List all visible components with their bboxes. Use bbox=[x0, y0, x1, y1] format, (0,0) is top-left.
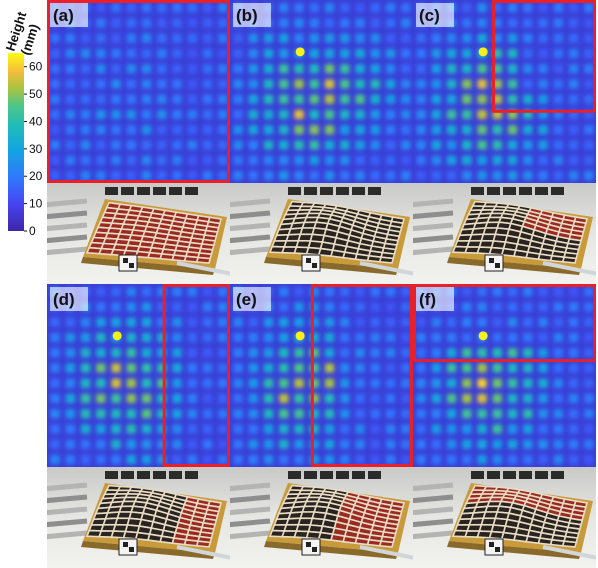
photo-f bbox=[413, 467, 596, 568]
panel-label-bg bbox=[416, 3, 454, 27]
panel-a: (a) bbox=[47, 0, 230, 284]
highlight-box-a bbox=[47, 0, 230, 183]
peak-marker bbox=[295, 47, 305, 57]
panel-label-e: (e) bbox=[236, 290, 257, 309]
photo-e bbox=[230, 467, 413, 568]
panel-label-bg bbox=[233, 3, 271, 27]
photo-c bbox=[413, 183, 596, 284]
photo-a bbox=[47, 183, 230, 284]
panel-label-bg bbox=[50, 287, 88, 311]
heatmap-a bbox=[47, 0, 230, 183]
panel-label-b: (b) bbox=[236, 6, 258, 25]
colorbar-tick-label: 50 bbox=[29, 87, 43, 101]
panel-e: (e) bbox=[230, 284, 414, 568]
peak-marker bbox=[478, 331, 488, 341]
heatmap-b bbox=[230, 0, 413, 183]
panel-label-bg bbox=[50, 3, 88, 27]
peak-marker bbox=[478, 47, 488, 57]
photo-b bbox=[230, 183, 413, 284]
panel-label-d: (d) bbox=[53, 290, 75, 309]
highlight-box-f bbox=[413, 284, 596, 363]
peak-marker bbox=[112, 331, 122, 341]
panel-label-f: (f) bbox=[419, 290, 436, 309]
peak-marker bbox=[295, 331, 305, 341]
highlight-box-c bbox=[492, 0, 596, 113]
heatmap-e bbox=[230, 284, 414, 467]
panel-label-bg bbox=[416, 287, 454, 311]
panel-label-bg bbox=[233, 287, 271, 311]
colorbar-tick-label: 30 bbox=[29, 142, 43, 156]
colorbar-tick-label: 0 bbox=[29, 224, 36, 238]
highlight-box-d bbox=[162, 284, 230, 467]
panel-label-a: (a) bbox=[53, 6, 74, 25]
colorbar-tick-label: 40 bbox=[29, 114, 43, 128]
panel-b: (b) bbox=[230, 0, 413, 284]
colorbar-tick-label: 60 bbox=[29, 60, 43, 74]
heatmap-c bbox=[413, 0, 596, 183]
panel-label-c: (c) bbox=[419, 6, 440, 25]
colorbar-tick-label: 10 bbox=[29, 197, 43, 211]
colorbar-gradient bbox=[8, 53, 24, 231]
highlight-box-e bbox=[310, 284, 414, 467]
panel-c: (c) bbox=[413, 0, 596, 284]
photo-d bbox=[47, 467, 230, 568]
colorbar-tick-label: 20 bbox=[29, 169, 43, 183]
panels: (a) (b) (c) (d) (e) (f) bbox=[47, 0, 596, 568]
heatmap-f bbox=[413, 284, 596, 467]
heatmap-d bbox=[47, 284, 230, 467]
panel-f: (f) bbox=[413, 284, 596, 568]
panel-d: (d) bbox=[47, 284, 230, 568]
colorbar-ticks: 60 50 40 30 20 10 0 bbox=[24, 60, 43, 238]
